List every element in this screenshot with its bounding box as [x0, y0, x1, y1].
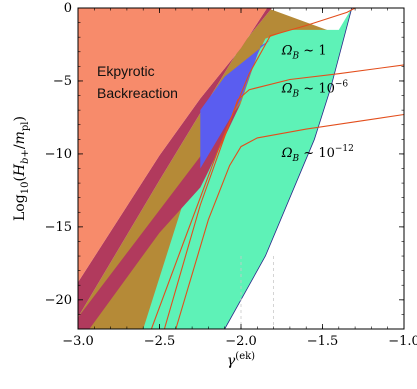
y-tick-label: −15 [45, 220, 72, 235]
green-region [143, 8, 352, 329]
crimson-lower-region [78, 102, 241, 329]
x-tick-label: −2.0 [225, 334, 257, 349]
plot-area [78, 8, 404, 329]
contour-line [175, 113, 404, 329]
blue-region [200, 40, 271, 169]
omega-annotation: ΩB ~ 10−6 [281, 80, 349, 100]
y-axis-title: Log10(Hb+/mpl) [12, 116, 31, 221]
omega-annotation: ΩB ~ 10−12 [281, 144, 354, 164]
y-tick-label: −20 [45, 293, 72, 308]
contour-line [163, 64, 404, 329]
y-tick-label: −5 [53, 74, 72, 89]
ticks [77, 7, 405, 330]
y-tick-label: −10 [45, 147, 72, 162]
region-label-line: Backreaction [97, 85, 178, 101]
backreaction-region [78, 8, 268, 329]
x-tick-label: −3.0 [62, 334, 94, 349]
omega-annotation: ΩB ~ 1 [281, 44, 327, 62]
x-tick-label: −2.5 [144, 334, 176, 349]
green-right-outline [224, 8, 353, 329]
region-label-line: Ekpyrotic [97, 63, 155, 79]
x-tick-label: −1.0 [388, 334, 417, 349]
contour-line [150, 8, 356, 329]
x-axis-title: γ(ek) [227, 351, 255, 369]
x-tick-label: −1.5 [307, 334, 339, 349]
y-tick-label: 0 [64, 1, 72, 16]
